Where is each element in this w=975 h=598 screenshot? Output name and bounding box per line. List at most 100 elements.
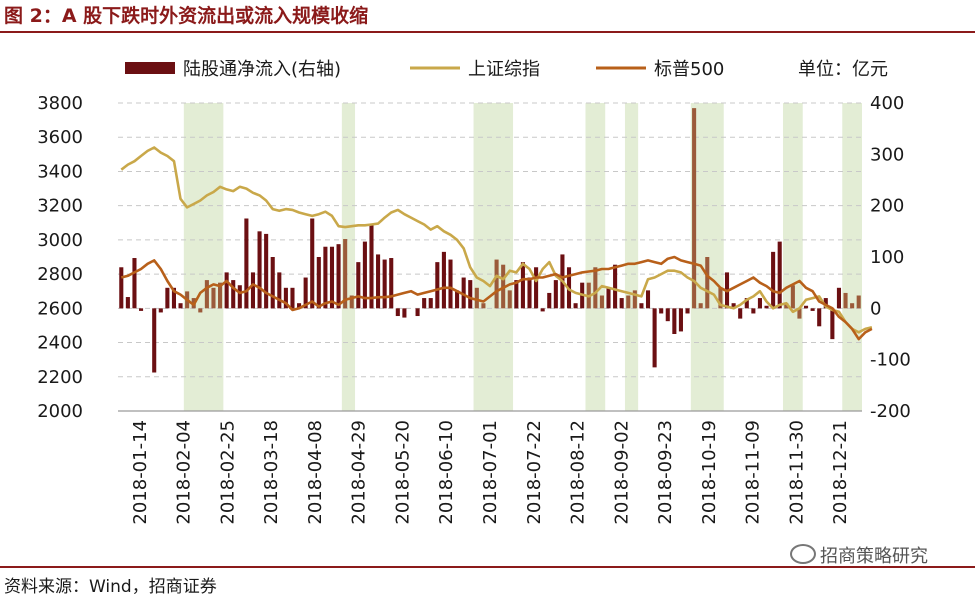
bar-mark — [468, 280, 473, 309]
bar-mark — [507, 290, 512, 309]
y-left-tick-label: 3400 — [37, 161, 83, 182]
x-tick-label: 2018-02-04 — [174, 420, 195, 525]
bar-mark — [659, 308, 664, 314]
y-left-tick-label: 3000 — [37, 230, 83, 251]
figure-title: 图 2：A 股下跌时外资流出或流入规模收缩 — [4, 5, 369, 27]
bar-mark — [771, 251, 776, 309]
bar-mark — [211, 287, 216, 309]
bar-mark — [764, 305, 769, 309]
x-tick-label: 2018-06-10 — [436, 420, 457, 525]
legend-swatch-bar — [125, 62, 175, 74]
series-line — [120, 255, 873, 341]
bar-mark — [803, 305, 809, 309]
bar-mark — [152, 308, 157, 373]
bar-mark — [428, 298, 433, 309]
bar-mark — [744, 298, 749, 309]
bar-mark — [461, 277, 466, 309]
bar-mark — [836, 287, 841, 309]
bar-mark — [422, 298, 427, 309]
shaded-period — [341, 103, 356, 411]
x-tick-label: 2018-12-21 — [830, 420, 851, 525]
line-series — [120, 146, 873, 341]
y-right-tick-label: -200 — [870, 401, 911, 422]
bar-mark — [290, 287, 295, 309]
bar-mark — [672, 308, 677, 334]
bar-mark — [830, 308, 835, 340]
bar-mark — [619, 298, 624, 309]
bar-mark — [244, 218, 249, 309]
bar-mark — [139, 308, 144, 311]
bar-mark — [198, 308, 203, 313]
bar-mark — [705, 257, 710, 309]
shaded-period — [782, 103, 803, 411]
bar-mark — [362, 241, 367, 309]
bar-mark — [856, 295, 861, 309]
bar-mark — [731, 303, 736, 309]
x-tick-label: 2018-11-09 — [743, 420, 764, 525]
bar-mark — [573, 303, 578, 309]
bar-mark — [125, 297, 130, 309]
bar-mark — [297, 303, 302, 309]
gridlines — [118, 102, 862, 378]
x-tick-label: 2018-09-02 — [611, 420, 632, 525]
bar-mark — [474, 287, 479, 309]
y-left-tick-label: 2000 — [37, 401, 83, 422]
y-left-tick-label: 2800 — [37, 264, 83, 285]
bar-mark — [171, 287, 177, 309]
bar-mark — [204, 280, 209, 309]
bar-mark — [389, 258, 394, 309]
bar-mark — [613, 264, 618, 309]
bar-mark — [224, 272, 229, 309]
y-right-tick-label: 200 — [870, 196, 904, 217]
unit-label: 单位：亿元 — [798, 59, 888, 80]
bar-mark — [606, 287, 611, 309]
legend: 陆股通净流入(右轴) 上证综指 标普500 单位：亿元 — [125, 59, 888, 80]
legend-label-sp500: 标普500 — [654, 59, 724, 80]
bar-mark — [692, 108, 697, 309]
bar-mark — [323, 246, 328, 309]
x-tick-label: 2018-01-14 — [130, 420, 151, 525]
y-left-tick-label: 3600 — [37, 127, 83, 148]
y-left-tick-label: 2200 — [37, 367, 83, 388]
y-left-tick-label: 3800 — [37, 93, 83, 114]
x-tick-label: 2018-04-08 — [305, 420, 326, 525]
y-right-tick-label: 400 — [870, 93, 904, 114]
x-tick-label: 2018-05-20 — [392, 420, 413, 525]
bar-mark — [310, 218, 315, 309]
axes: 2000220024002600280030003200340036003800… — [37, 93, 911, 525]
series-line — [120, 146, 873, 334]
chart-area: 2000220024002600280030003200340036003800… — [37, 59, 911, 525]
shaded-period — [585, 103, 606, 411]
watermark-text: 招商策略研究 — [820, 546, 928, 567]
bar-mark — [165, 287, 170, 309]
bar-mark — [547, 292, 552, 309]
bar-mark — [698, 303, 703, 309]
bar-mark — [481, 303, 486, 309]
y-right-tick-label: 100 — [870, 247, 904, 268]
bar-mark — [632, 290, 637, 309]
title-rule — [0, 31, 975, 33]
bar-mark — [494, 259, 499, 309]
x-tick-label: 2018-02-25 — [217, 420, 238, 525]
x-tick-label: 2018-11-30 — [786, 420, 807, 525]
x-tick-label: 2018-03-18 — [261, 420, 282, 525]
bar-mark — [132, 258, 137, 309]
legend-label-shanghai: 上证综指 — [468, 59, 540, 80]
shaded-period — [183, 103, 224, 411]
legend-label-bar: 陆股通净流入(右轴) — [183, 59, 341, 80]
bar-mark — [277, 272, 282, 309]
x-tick-label: 2018-07-22 — [524, 420, 545, 525]
bar-mark — [639, 303, 644, 309]
bar-mark — [435, 262, 440, 309]
bar-mark — [264, 233, 269, 309]
bar-mark — [270, 257, 275, 309]
bar-mark — [382, 259, 387, 309]
bar-mark — [843, 292, 848, 309]
bar-mark — [316, 257, 321, 309]
x-tick-label: 2018-10-19 — [699, 420, 720, 525]
bar-mark — [395, 308, 400, 317]
bar-mark — [329, 246, 335, 309]
bar-mark — [283, 287, 288, 309]
bar-mark — [593, 267, 598, 309]
bar-mark — [448, 259, 453, 309]
